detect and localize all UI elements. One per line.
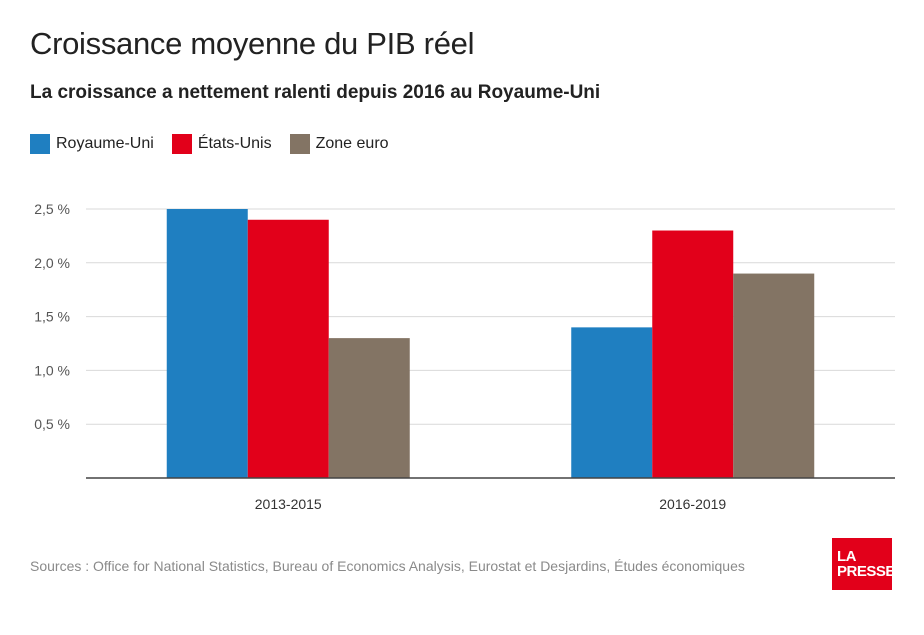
y-tick-label: 0,5 % [34,416,70,432]
legend-item-zone-euro: Zone euro [289,134,389,154]
y-tick-label: 2,0 % [34,255,70,271]
bar-royaume-uni-2016-2019 [571,327,653,478]
legend-swatch-zone-euro [289,134,310,154]
legend-swatch-etats-unis [171,134,192,154]
y-tick-label: 1,5 % [34,309,70,325]
legend-swatch-royaume-uni [30,134,50,154]
bar-zone-euro-2016-2019 [733,273,815,478]
legend: Royaume-Uni États-Unis Zone euro [30,134,389,154]
bar-etats-unis-2013-2015 [247,219,329,478]
legend-label-etats-unis: États-Unis [197,135,272,152]
bar-zone-euro-2013-2015 [328,338,410,478]
bar-royaume-uni-2013-2015 [166,209,248,478]
x-axis-labels: 2013-2015 2016-2019 [255,496,727,512]
x-tick-label: 2016-2019 [659,496,726,512]
y-tick-label: 1,0 % [34,362,70,378]
legend-item-etats-unis: États-Unis [171,134,272,154]
bar-etats-unis-2016-2019 [652,230,734,478]
legend-item-royaume-uni: Royaume-Uni [30,134,154,154]
chart-subtitle: La croissance a nettement ralenti depuis… [30,82,601,103]
logo-line-2: PRESSE [837,563,895,580]
source-note: Sources : Office for National Statistics… [30,558,745,574]
la-presse-logo: LA PRESSE [832,538,895,590]
bars [166,209,815,478]
x-tick-label: 2013-2015 [255,496,322,512]
legend-label-royaume-uni: Royaume-Uni [56,135,154,152]
legend-label-zone-euro: Zone euro [315,135,389,152]
chart-title: Croissance moyenne du PIB réel [30,26,475,61]
y-tick-label: 2,5 % [34,201,70,217]
y-axis-labels: 0,5 % 1,0 % 1,5 % 2,0 % 2,5 % [34,201,70,432]
logo-line-1: LA [837,548,857,565]
